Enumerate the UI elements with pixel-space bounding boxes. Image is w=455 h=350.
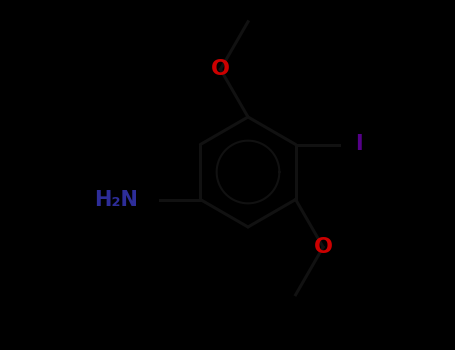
Text: O: O	[211, 60, 230, 79]
Text: I: I	[354, 134, 362, 154]
Text: H₂N: H₂N	[94, 189, 138, 210]
Text: O: O	[313, 237, 333, 257]
